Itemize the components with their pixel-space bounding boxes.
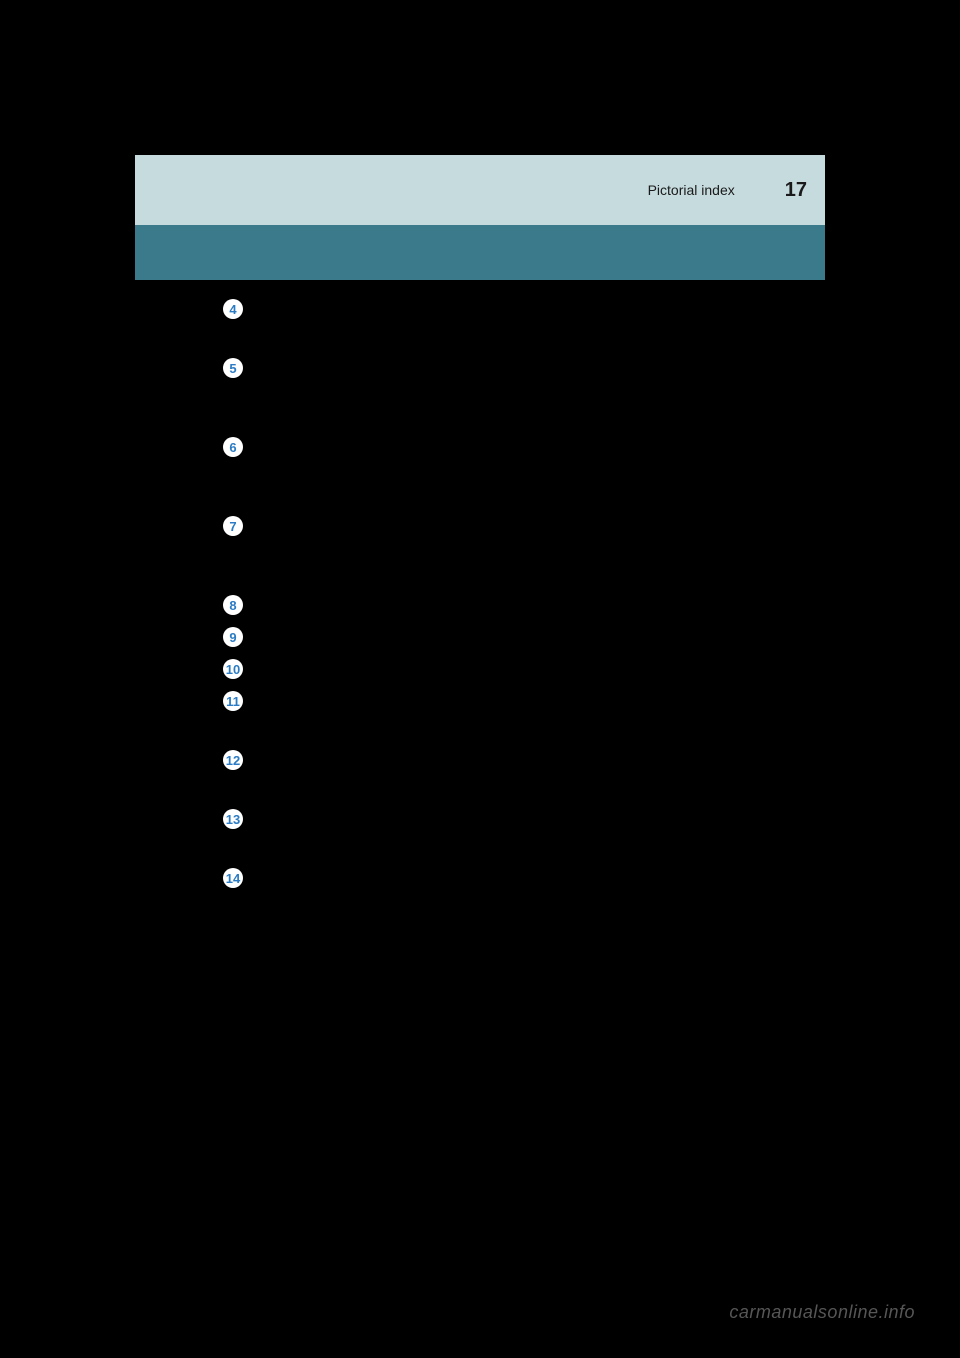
spacer xyxy=(223,325,825,357)
index-marker-row: 4 xyxy=(223,298,825,320)
content-area: 4 5 6 7 8 9 10 11 xyxy=(135,280,825,889)
spacer xyxy=(223,835,825,867)
spacer xyxy=(223,776,825,808)
page-number: 17 xyxy=(785,179,807,202)
watermark-text: carmanualsonline.info xyxy=(729,1302,915,1323)
index-marker-row: 9 xyxy=(223,626,825,648)
index-marker-row: 12 xyxy=(223,749,825,771)
circled-number-icon: 12 xyxy=(223,750,243,770)
index-marker-row: 10 xyxy=(223,658,825,680)
index-marker-row: 14 xyxy=(223,867,825,889)
index-marker-row: 13 xyxy=(223,808,825,830)
index-marker-row: 5 xyxy=(223,357,825,379)
index-marker-row: 8 xyxy=(223,594,825,616)
spacer xyxy=(223,574,825,594)
spacer xyxy=(223,717,825,749)
index-marker-row: 11 xyxy=(223,690,825,712)
spacer xyxy=(223,384,825,416)
circled-number-icon: 9 xyxy=(223,627,243,647)
circled-number-icon: 11 xyxy=(223,691,243,711)
header-bar: Pictorial index 17 xyxy=(135,155,825,225)
circled-number-icon: 14 xyxy=(223,868,243,888)
spacer xyxy=(223,542,825,574)
spacer xyxy=(223,416,825,436)
index-marker-row: 6 xyxy=(223,436,825,458)
spacer xyxy=(223,463,825,495)
index-marker-row: 7 xyxy=(223,515,825,537)
spacer xyxy=(223,495,825,515)
circled-number-icon: 8 xyxy=(223,595,243,615)
circled-number-icon: 10 xyxy=(223,659,243,679)
circled-number-icon: 6 xyxy=(223,437,243,457)
teal-bar xyxy=(135,225,825,280)
circled-number-icon: 4 xyxy=(223,299,243,319)
section-title: Pictorial index xyxy=(648,182,735,198)
page-container: Pictorial index 17 4 5 6 7 8 9 xyxy=(135,155,825,1245)
circled-number-icon: 5 xyxy=(223,358,243,378)
circled-number-icon: 13 xyxy=(223,809,243,829)
circled-number-icon: 7 xyxy=(223,516,243,536)
